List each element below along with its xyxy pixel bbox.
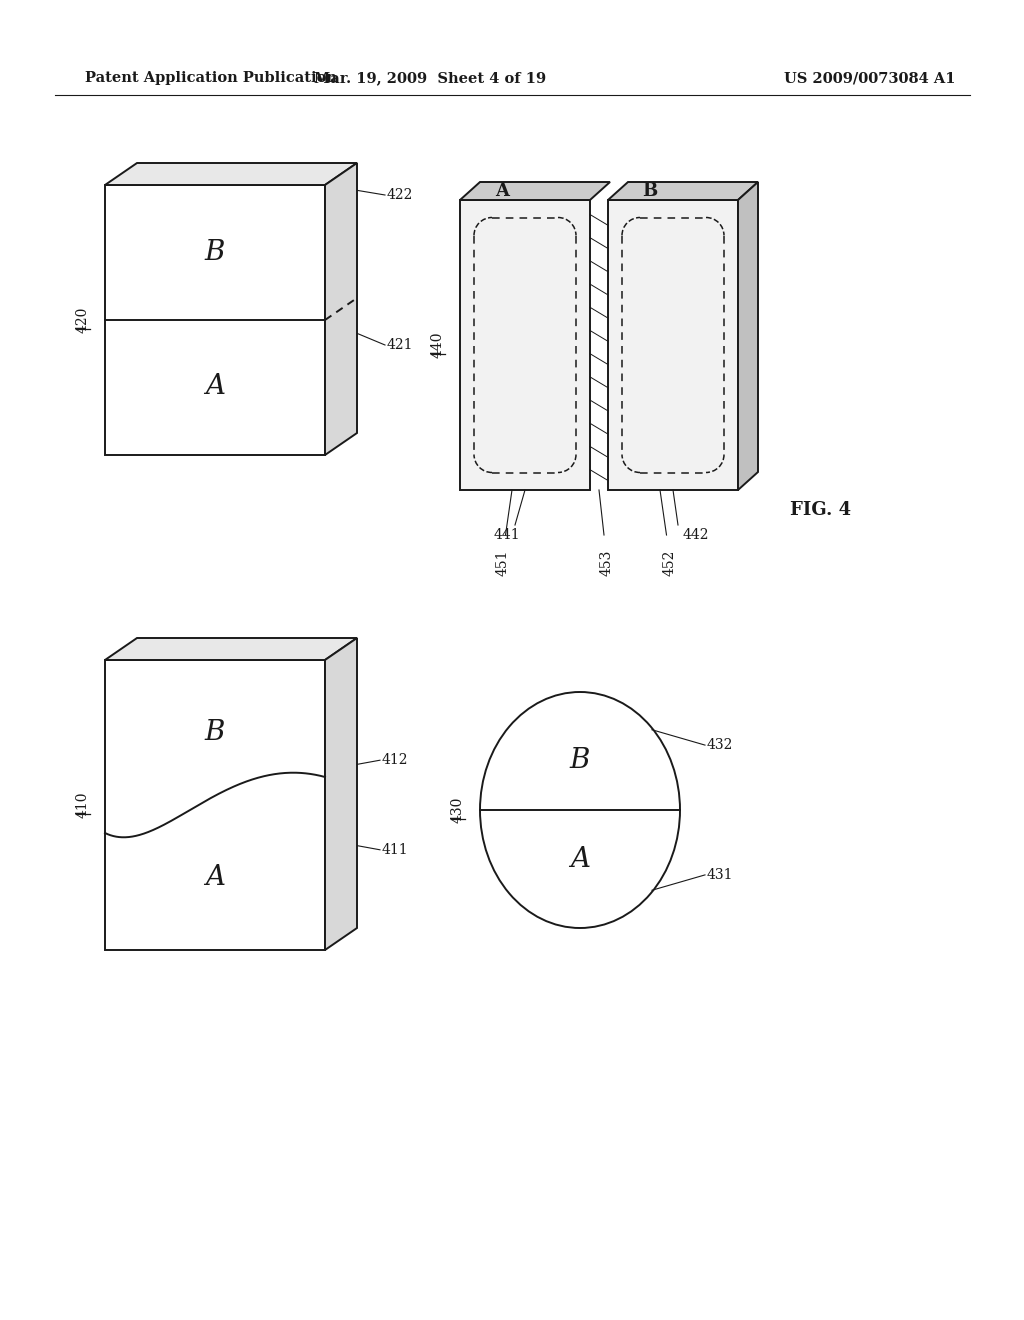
Text: 422: 422 <box>387 187 414 202</box>
Text: 411: 411 <box>382 842 409 857</box>
Text: A: A <box>495 182 509 201</box>
Text: B: B <box>205 719 225 746</box>
Polygon shape <box>460 182 610 201</box>
Text: 421: 421 <box>387 338 414 352</box>
Polygon shape <box>105 162 357 185</box>
Text: Mar. 19, 2009  Sheet 4 of 19: Mar. 19, 2009 Sheet 4 of 19 <box>314 71 546 84</box>
Text: 420: 420 <box>76 306 90 333</box>
Text: B: B <box>642 182 657 201</box>
Text: 431: 431 <box>707 869 733 882</box>
Polygon shape <box>460 201 590 490</box>
Text: FIG. 4: FIG. 4 <box>790 502 851 519</box>
Text: 441: 441 <box>494 528 520 543</box>
Text: US 2009/0073084 A1: US 2009/0073084 A1 <box>784 71 955 84</box>
Polygon shape <box>738 182 758 490</box>
Text: A: A <box>570 846 590 873</box>
Text: 410: 410 <box>76 792 90 818</box>
Polygon shape <box>105 638 357 660</box>
Polygon shape <box>325 638 357 950</box>
Text: 451: 451 <box>496 550 510 577</box>
Text: B: B <box>569 747 590 774</box>
Text: 430: 430 <box>451 797 465 824</box>
Text: 440: 440 <box>431 331 445 358</box>
Text: 412: 412 <box>382 754 409 767</box>
Text: 453: 453 <box>600 550 614 577</box>
Text: A: A <box>205 374 225 400</box>
Text: Patent Application Publication: Patent Application Publication <box>85 71 337 84</box>
Text: 452: 452 <box>663 550 676 577</box>
Polygon shape <box>325 162 357 455</box>
Polygon shape <box>608 201 738 490</box>
Text: B: B <box>205 239 225 265</box>
Polygon shape <box>608 182 758 201</box>
Text: A: A <box>205 865 225 891</box>
Text: 432: 432 <box>707 738 733 752</box>
Text: 442: 442 <box>683 528 710 543</box>
